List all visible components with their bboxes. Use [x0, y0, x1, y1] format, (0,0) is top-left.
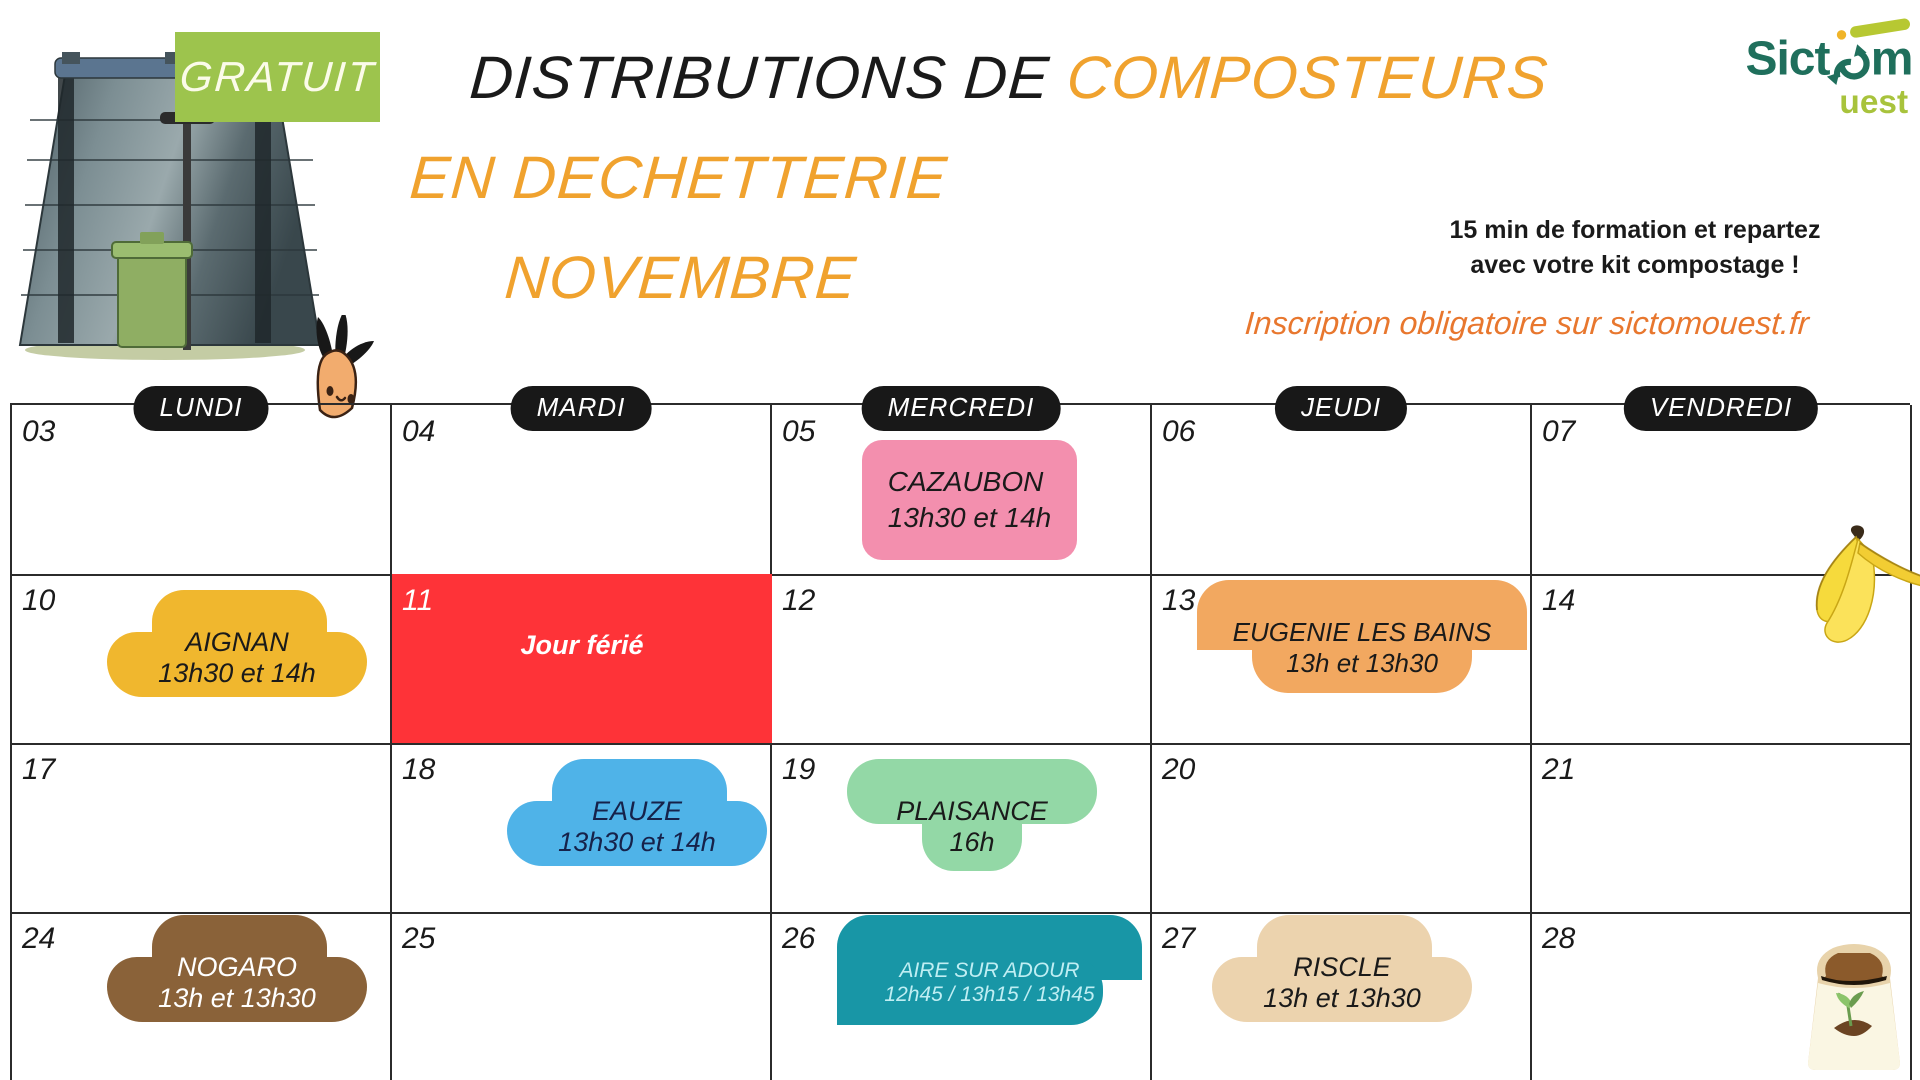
svg-text:uest: uest [1839, 84, 1908, 121]
svg-text:Sict: Sict [1746, 33, 1831, 86]
svg-text:m: m [1871, 33, 1914, 86]
